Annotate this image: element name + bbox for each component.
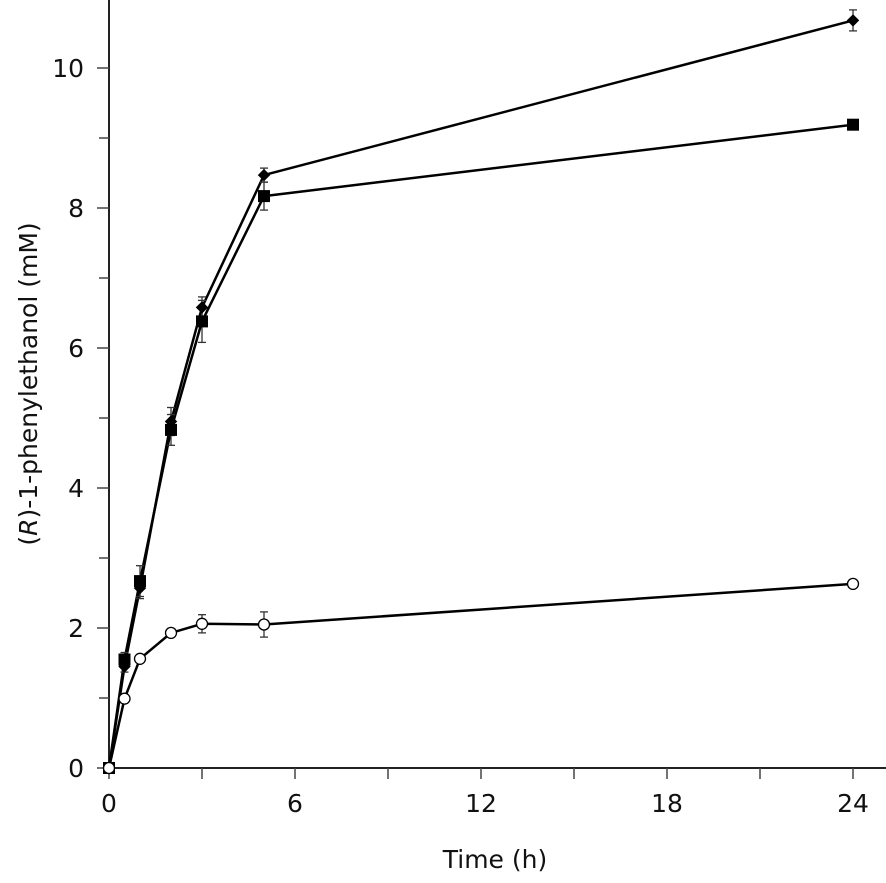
x-tick-label: 24 [837,789,869,818]
y-tick-label: 4 [68,474,84,503]
circle-marker [133,652,147,665]
diamond-marker [195,301,209,314]
square-marker [196,315,208,328]
y-axis-title: (R)-1-phenylethanol (mM) [14,222,43,545]
x-tick-label: 6 [287,789,303,818]
diamond-marker [846,14,860,27]
y-tick-label: 2 [68,614,84,643]
series-layer [102,9,860,775]
square-marker [118,653,131,666]
y-axis-title-open: ( [14,536,43,546]
y-tick-label: 10 [52,54,84,83]
circle-marker [118,692,131,705]
y-tick-label: 0 [68,754,84,783]
square-marker [134,575,146,588]
x-axis-title: Time (h) [442,845,547,874]
series-line-filled-diamond [107,19,854,769]
y-axis-title-rest: )-1-phenylethanol (mM) [14,222,43,518]
y-tick-label: 8 [68,194,84,223]
circle-marker [195,617,209,630]
series-line-filled-square [107,123,854,769]
diamond-marker [257,168,271,182]
series-line-open-circle [107,582,854,769]
y-axis-title-italic: R [14,519,43,536]
x-tick-label: 12 [465,789,497,818]
square-marker [165,423,177,436]
x-tick-label: 18 [651,789,683,818]
square-marker [258,190,270,203]
circle-marker [846,577,860,591]
circle-marker [257,618,271,631]
circle-marker [164,626,178,640]
square-marker [847,118,859,131]
x-tick-label: 0 [101,789,117,818]
y-tick-label: 6 [68,334,84,363]
circle-marker [102,761,116,775]
